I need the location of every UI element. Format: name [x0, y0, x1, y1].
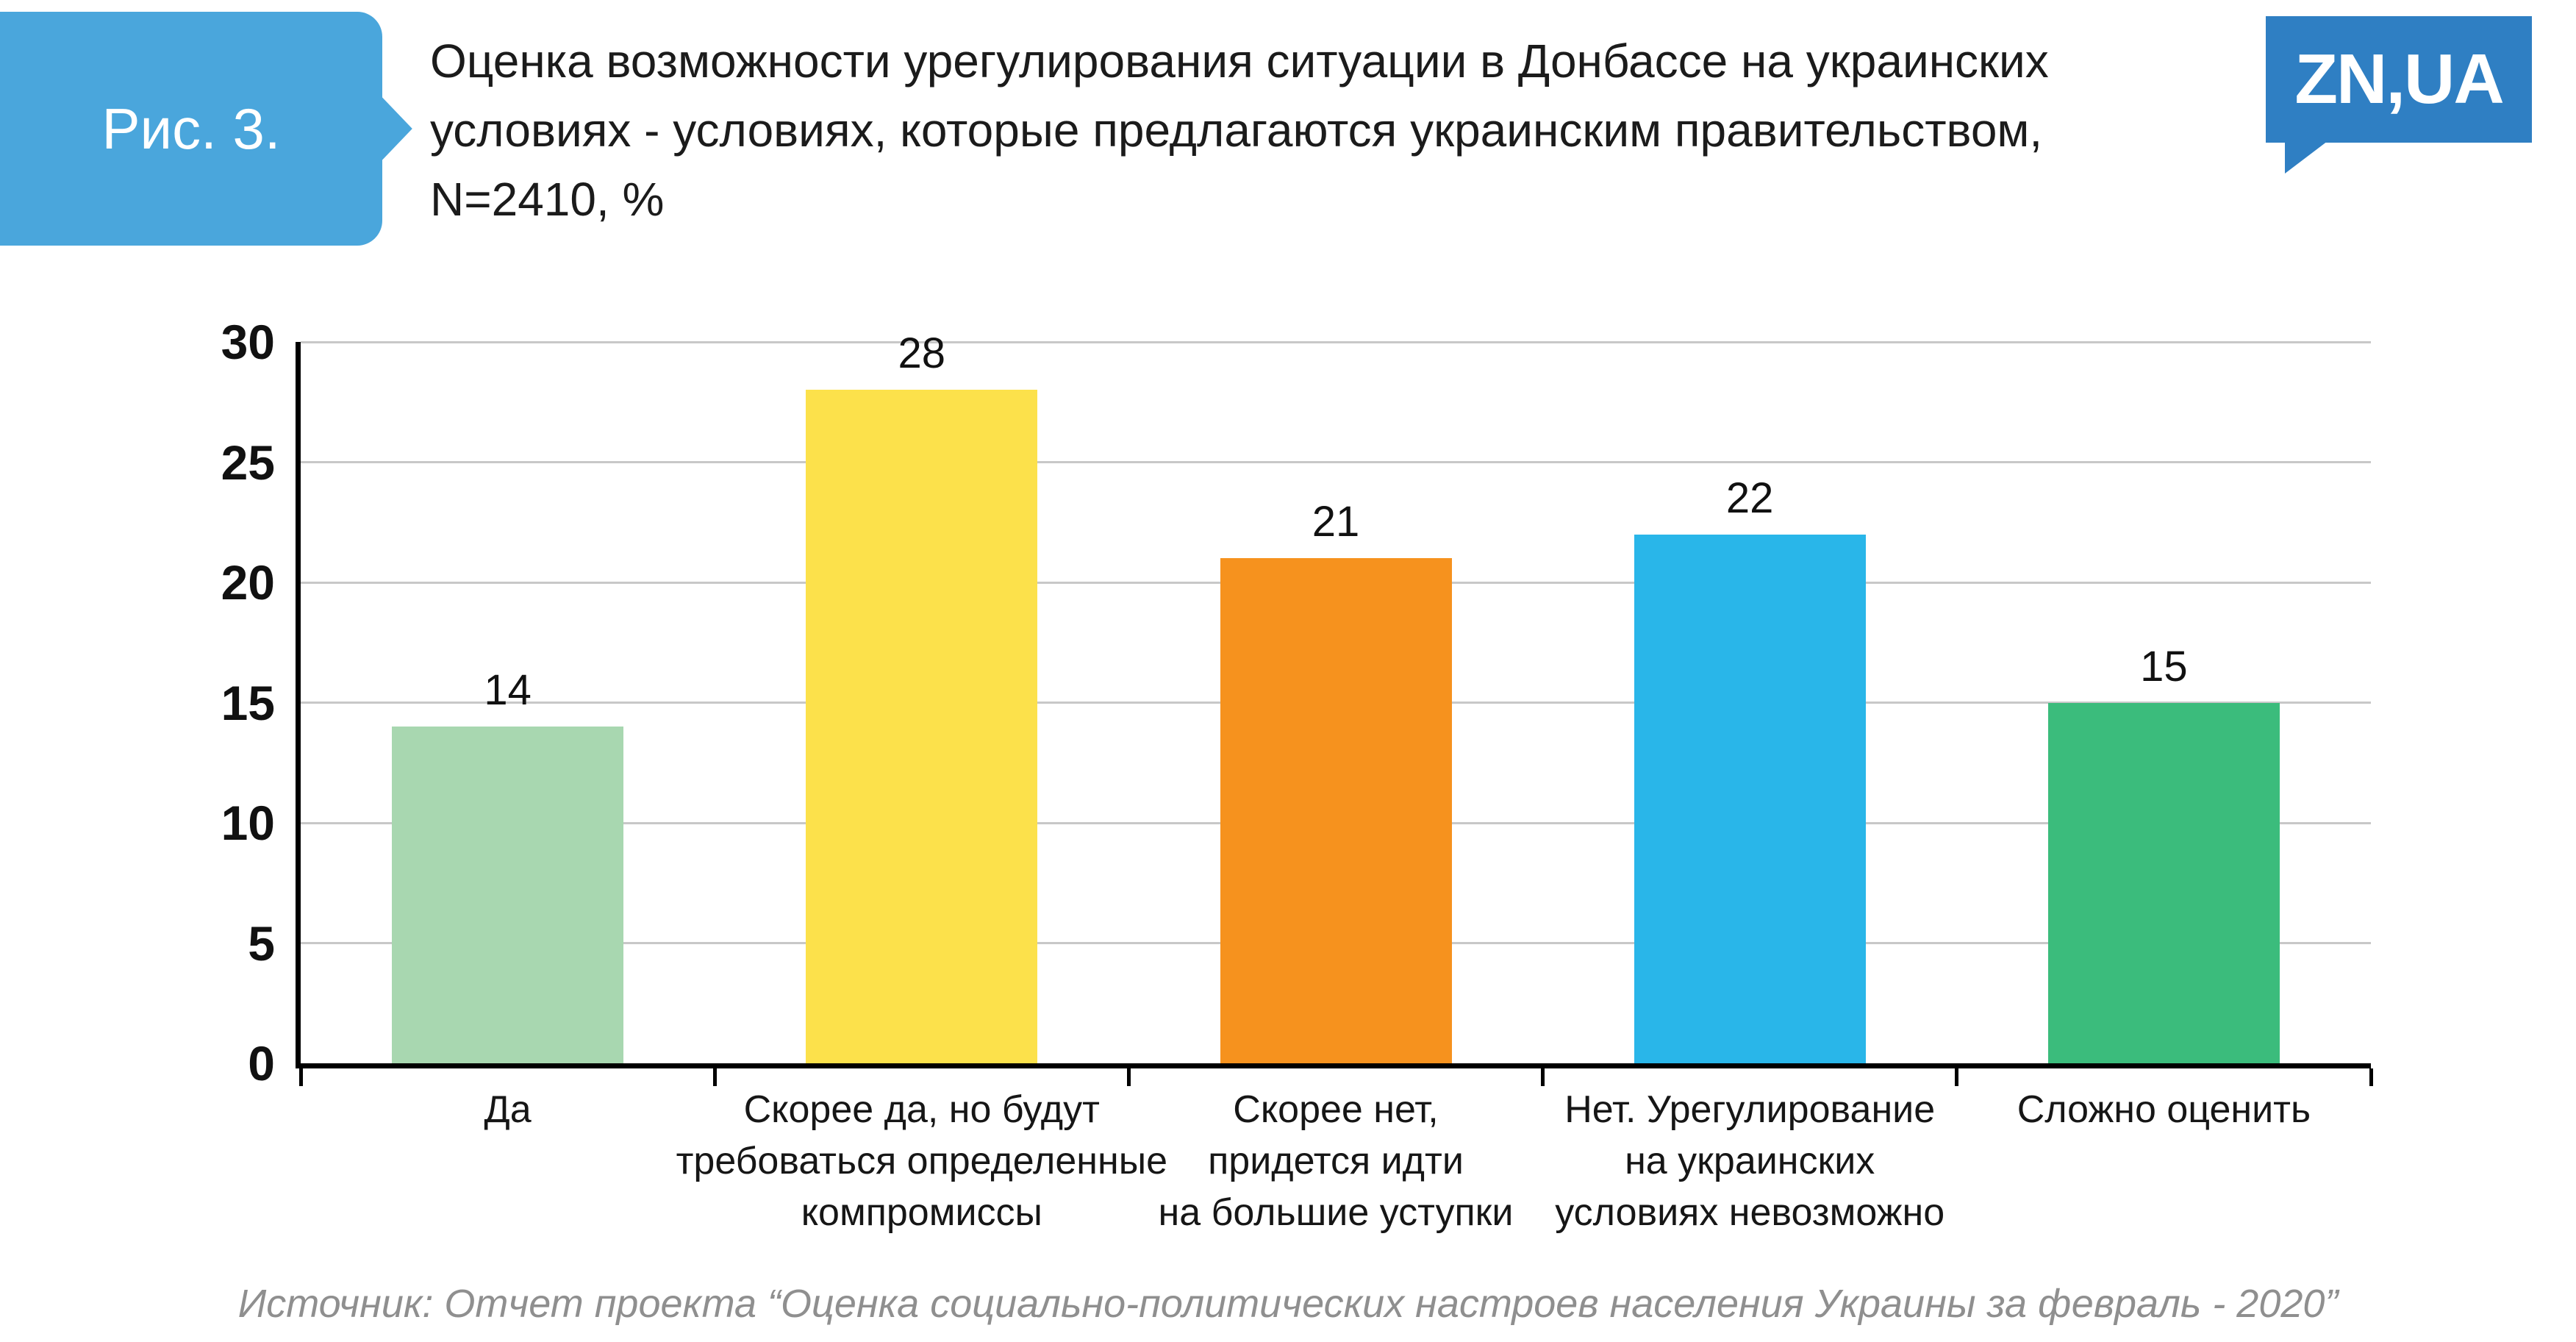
y-axis-tick-label: 10	[221, 796, 275, 850]
figure-badge: Рис. 3.	[0, 12, 412, 246]
x-axis-tick	[1541, 1068, 1545, 1086]
x-axis-category-label: Скорее нет, придется идти на большие уст…	[1158, 1088, 1514, 1234]
bar-value-label: 14	[484, 666, 532, 715]
x-axis-tick	[1955, 1068, 1959, 1086]
x-axis-tick	[712, 1068, 717, 1086]
bar-value-label: 15	[2140, 642, 2188, 690]
figure-label: Рис. 3.	[101, 96, 281, 161]
y-axis-tick-label: 5	[248, 916, 275, 971]
y-axis-tick-label: 25	[221, 435, 275, 490]
bar-value-label: 21	[1312, 498, 1360, 546]
bar-value-label: 28	[898, 329, 946, 378]
znua-logo: ZN,UA	[2266, 16, 2532, 174]
bar-value-label: 22	[1725, 474, 1774, 522]
x-axis-category-label: Скорее да, но будут требоваться определе…	[676, 1088, 1167, 1234]
bar-1	[392, 727, 624, 1063]
logo-speech-tail-icon	[2285, 141, 2328, 174]
x-axis-category-label: Да	[484, 1088, 532, 1131]
bar-4	[1634, 534, 1866, 1063]
y-axis-tick-label: 20	[221, 555, 275, 610]
gridline	[301, 340, 2371, 343]
x-axis-category-label: Сложно оценить	[2017, 1088, 2311, 1131]
x-axis-tick	[298, 1068, 303, 1086]
source-note: Источник: Отчет проекта “Оценка социальн…	[237, 1282, 2339, 1326]
bar-2	[806, 390, 1038, 1063]
bar-3	[1220, 558, 1452, 1063]
y-axis-tick-label: 30	[221, 315, 275, 369]
x-axis-tick	[2369, 1068, 2373, 1086]
badge-arrow-icon	[378, 93, 412, 164]
y-axis-tick-label: 15	[221, 675, 275, 730]
gridline	[301, 461, 2371, 463]
x-axis-category-label: Нет. Урегулирование на украинских услови…	[1555, 1088, 1945, 1234]
plot-area: 14 28 21 22 15	[296, 329, 2371, 1068]
y-axis-tick-label: 0	[248, 1036, 275, 1091]
znua-logo-text: ZN,UA	[2294, 40, 2504, 118]
bar-5	[2047, 702, 2280, 1063]
x-axis-tick	[1126, 1068, 1131, 1086]
chart-title: Оценка возможности урегулирования ситуац…	[430, 35, 2049, 226]
